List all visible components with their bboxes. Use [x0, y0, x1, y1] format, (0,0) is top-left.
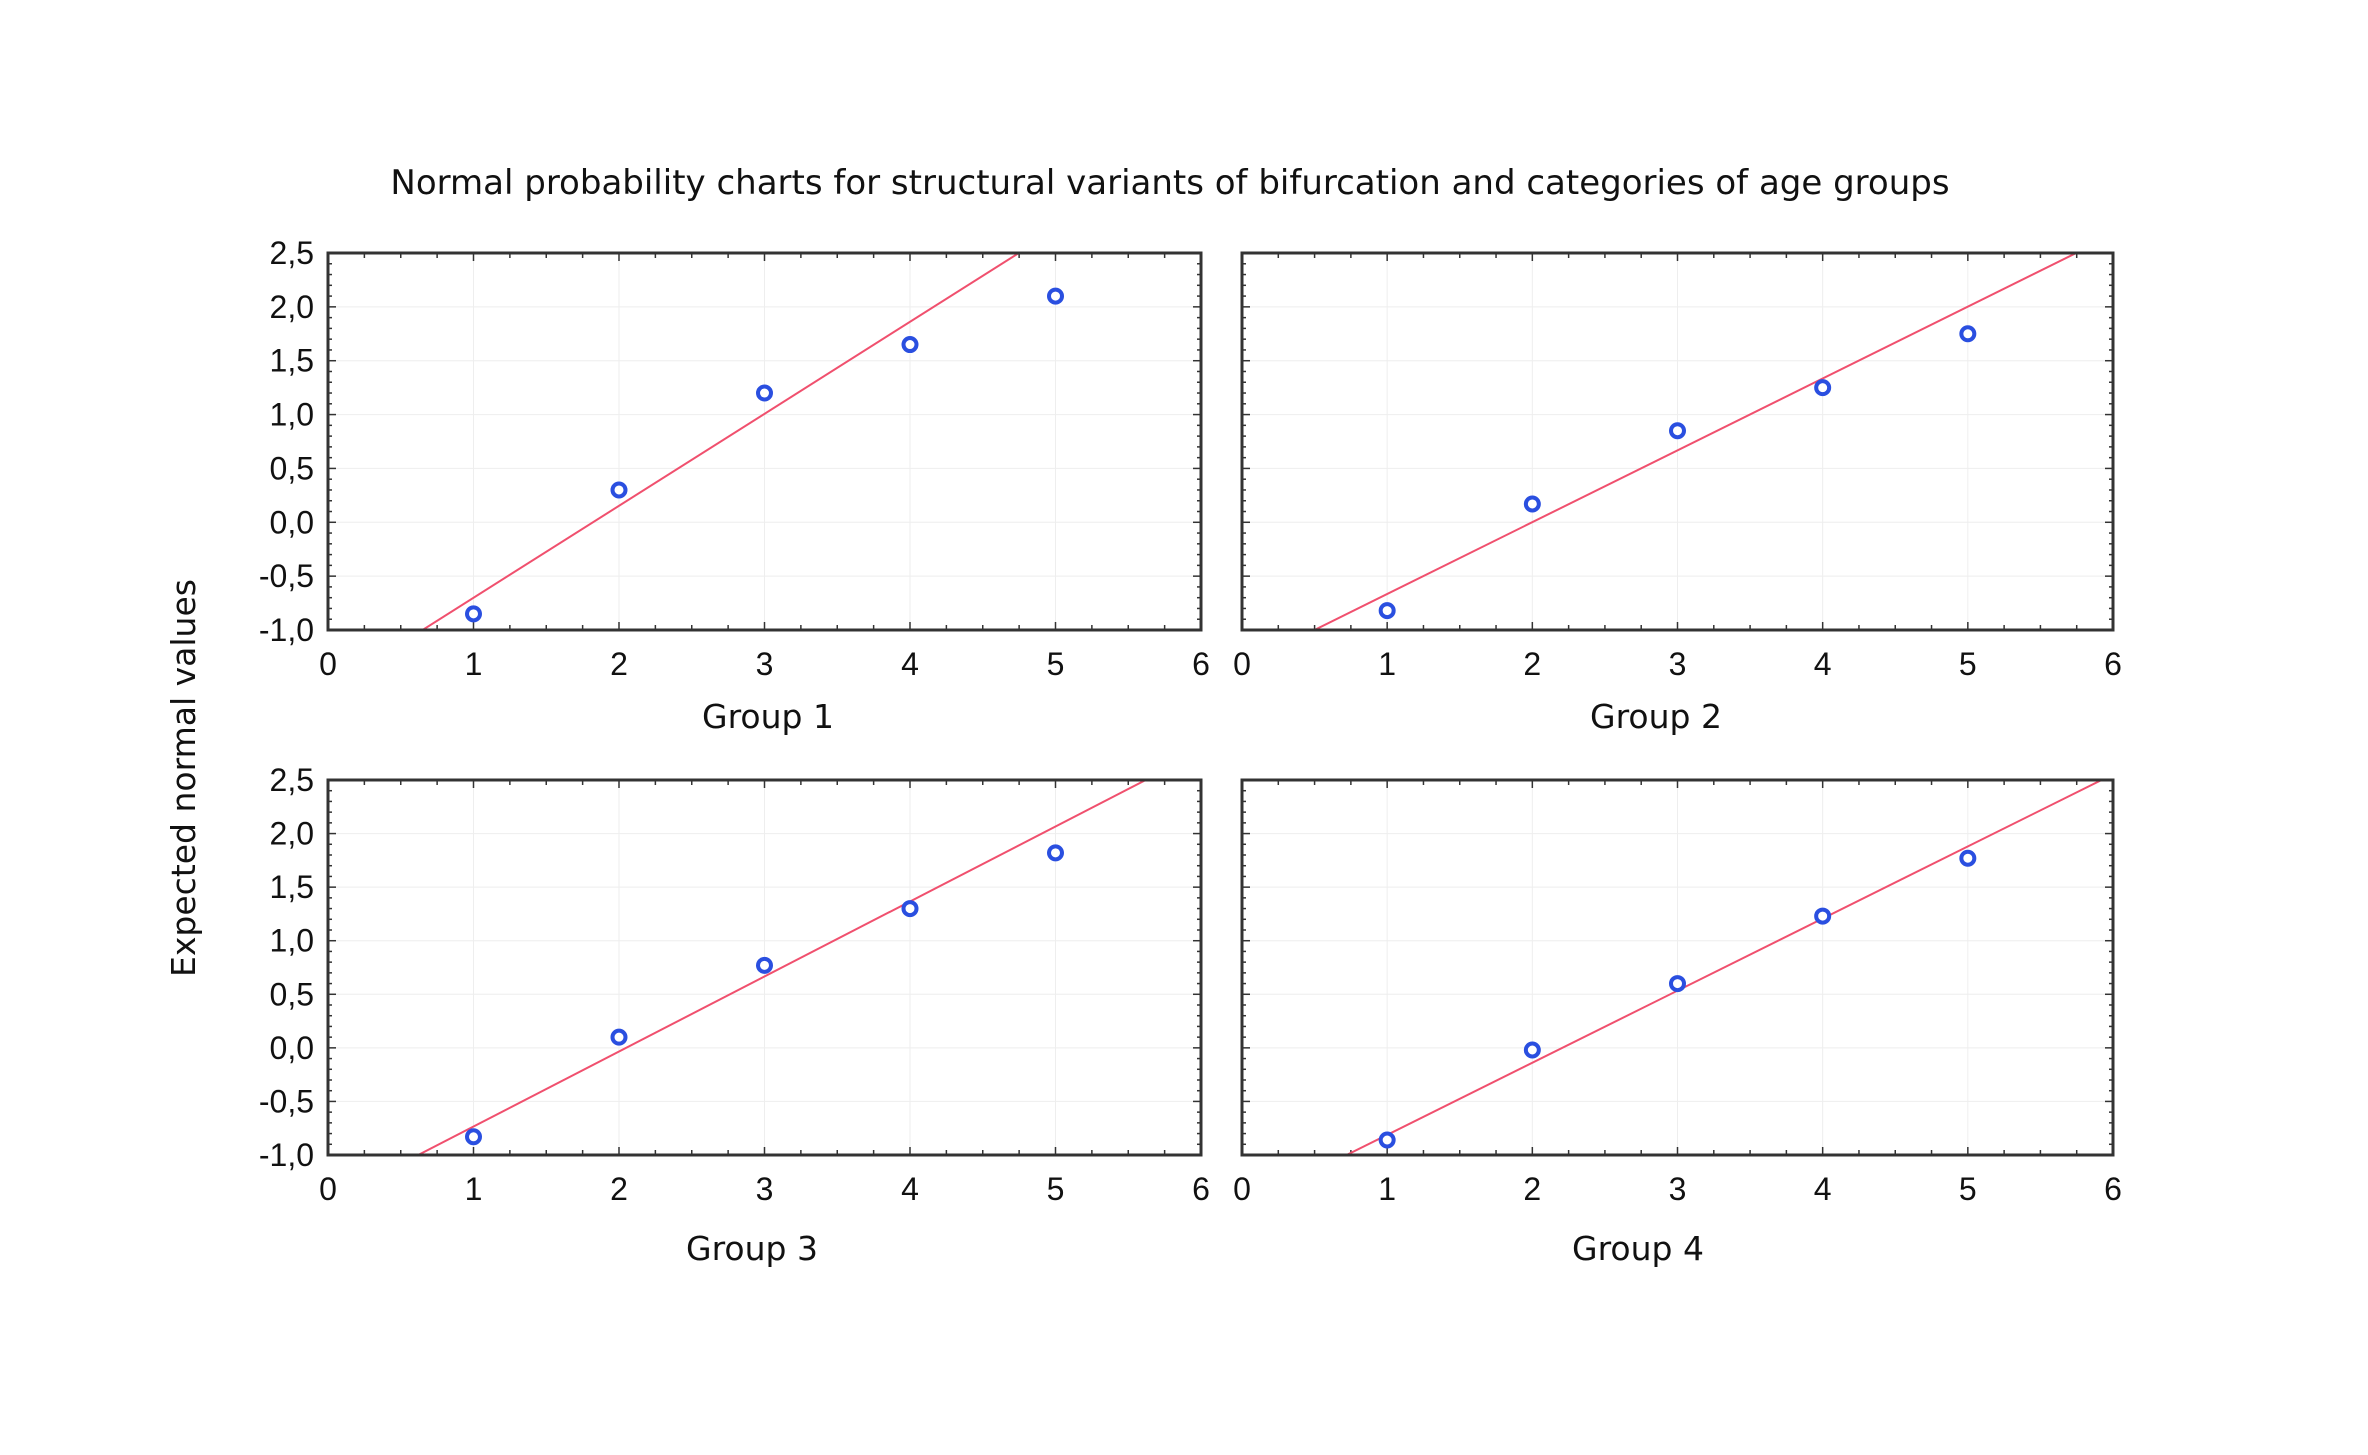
y-tick-label: 0,0	[270, 1030, 314, 1066]
x-tick-label: 0	[319, 1171, 337, 1207]
chart-title: Normal probability charts for structural…	[390, 163, 1949, 203]
plot-frame	[1240, 251, 2115, 632]
data-point	[465, 1128, 482, 1146]
y-tick-label: 0,5	[270, 976, 314, 1012]
x-tick-label: 3	[756, 1171, 774, 1207]
x-tick-label: 2	[1523, 646, 1541, 682]
y-tick-label: 1,5	[270, 343, 314, 379]
panel-label: Group 1	[702, 697, 834, 736]
y-tick-label: -1,0	[259, 612, 314, 648]
fit-line	[420, 253, 1021, 630]
x-tick-label: 4	[1814, 646, 1832, 682]
data-point	[465, 605, 482, 623]
data-point	[901, 336, 919, 354]
y-tick-label: 2,0	[270, 289, 314, 325]
data-point	[610, 481, 628, 499]
panel-3: 0 1 2 3 4 5 6 -1,0 -0,5 0,0 0,5 1,0 1,5 2,0 2,5 Group 3	[259, 762, 1210, 1268]
y-tick-label: -1,0	[259, 1137, 314, 1173]
x-tick-label: 2	[610, 1171, 628, 1207]
x-tick-label: 1	[465, 646, 483, 682]
fit-line	[1312, 253, 2079, 630]
data-point	[1669, 975, 1686, 993]
plot-frame	[326, 251, 1203, 632]
y-tick-label: 2,5	[270, 762, 314, 798]
data-point	[1378, 602, 1396, 620]
y-tick-label: -0,5	[259, 558, 314, 594]
y-tick-label: 1,5	[270, 869, 314, 905]
panel-label: Group 4	[1572, 1229, 1704, 1268]
y-axis-label: Expected normal values	[164, 579, 203, 977]
data-point	[901, 900, 919, 918]
x-tick-label: 4	[901, 646, 919, 682]
data-point	[1523, 1041, 1541, 1059]
x-tick-label: 1	[1378, 646, 1396, 682]
panel-2: 0 1 2 3 4 5 6 Group 2	[1233, 251, 2122, 736]
data-point	[1669, 422, 1686, 440]
y-tick-label: 0,5	[270, 450, 314, 486]
data-point	[756, 956, 773, 974]
plot-frame	[326, 778, 1203, 1157]
x-tick-label: 2	[610, 646, 628, 682]
x-tick-label: 3	[1669, 1171, 1687, 1207]
plot-frame	[1240, 778, 2115, 1157]
data-point	[1047, 844, 1064, 862]
y-tick-label: 1,0	[270, 923, 314, 959]
panel-1: 0 1 2 3 4 5 6 -1,0 -0,5 0,0 0,5 1,0 1,5 2,0 2,5 Group 1	[259, 235, 1210, 736]
x-tick-label: 4	[901, 1171, 919, 1207]
panel-4: 0 1 2 3 4 5 6 Group 4	[1233, 778, 2122, 1268]
x-tick-label: 5	[1959, 1171, 1977, 1207]
y-tick-label: 2,0	[270, 816, 314, 852]
data-point	[1959, 325, 1977, 343]
x-tick-label: 0	[1233, 646, 1251, 682]
data-point	[1378, 1131, 1396, 1149]
y-tick-label: -0,5	[259, 1083, 314, 1119]
x-tick-label: 1	[465, 1171, 483, 1207]
data-point	[1814, 379, 1832, 397]
x-tick-label: 3	[756, 646, 774, 682]
panel-label: Group 3	[686, 1229, 818, 1268]
data-point	[1814, 907, 1832, 925]
x-tick-label: 5	[1047, 1171, 1065, 1207]
y-tick-label: 0,0	[270, 504, 314, 540]
x-tick-label: 2	[1523, 1171, 1541, 1207]
y-tick-label: 2,5	[270, 235, 314, 271]
x-tick-label: 6	[2104, 1171, 2122, 1207]
fit-line	[416, 780, 1148, 1155]
data-point	[1523, 495, 1541, 513]
x-tick-label: 5	[1047, 646, 1065, 682]
x-tick-label: 6	[2104, 646, 2122, 682]
data-point	[756, 384, 773, 402]
x-tick-label: 3	[1669, 646, 1687, 682]
x-tick-label: 0	[1233, 1171, 1251, 1207]
y-tick-label: 1,0	[270, 397, 314, 433]
x-tick-label: 0	[319, 646, 337, 682]
x-tick-label: 5	[1959, 646, 1977, 682]
x-tick-label: 6	[1192, 1171, 1210, 1207]
data-point	[1047, 287, 1064, 305]
x-tick-label: 4	[1814, 1171, 1832, 1207]
x-tick-label: 1	[1378, 1171, 1396, 1207]
data-point	[1959, 849, 1977, 867]
x-tick-label: 6	[1192, 646, 1210, 682]
data-point	[610, 1028, 628, 1046]
panel-label: Group 2	[1590, 697, 1722, 736]
